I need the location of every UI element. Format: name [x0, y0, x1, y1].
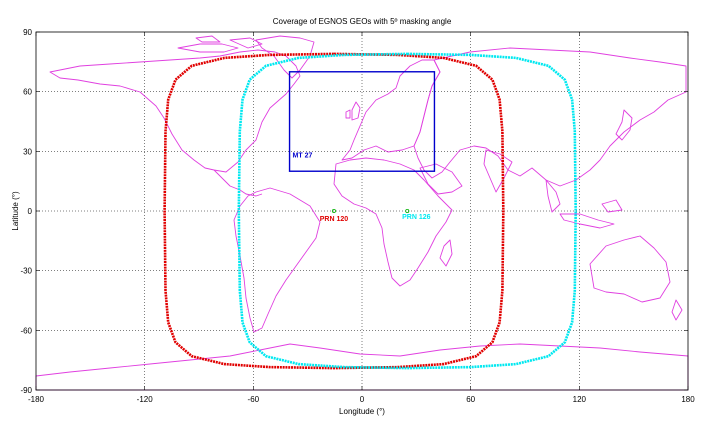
landmass-canadian-arctic	[177, 35, 263, 53]
landmass-antarctica	[35, 343, 689, 391]
mt27-region-layer: MT 27	[288, 71, 436, 172]
landmass-africa	[333, 157, 453, 287]
landmass-south-america	[233, 187, 321, 333]
mt27-region-box	[288, 71, 436, 172]
landmass-greenland	[255, 35, 315, 79]
satellite-marker-prn-126	[405, 208, 410, 213]
landmass-new-zealand	[671, 299, 683, 321]
coverage-line-prn-126	[237, 52, 578, 370]
x-tick-label: -60	[248, 395, 260, 404]
y-tick-label: 30	[23, 147, 32, 156]
y-tick-label: 90	[23, 28, 32, 37]
world-coastline-map	[35, 35, 689, 391]
satellite-marker-prn-120	[331, 208, 336, 213]
series-label-prn-120: PRN 120	[320, 216, 349, 223]
coverage-series-layer: PRN 120 PRN 126	[163, 52, 578, 370]
landmass-british-isles	[345, 101, 361, 121]
y-tick-label: -90	[20, 386, 32, 395]
landmass-japan	[615, 109, 633, 141]
y-tick-label: -30	[20, 267, 32, 276]
landmass-asia	[413, 47, 687, 187]
chart-title: Coverage of EGNOS GEOs with 5º masking a…	[273, 17, 452, 26]
x-tick-label: -180	[28, 395, 45, 404]
y-axis-label: Latitude (°)	[11, 191, 20, 231]
y-tick-label: 60	[23, 88, 32, 97]
x-tick-label: 180	[681, 395, 695, 404]
landmass-southeast-asia	[545, 179, 623, 229]
x-tick-label: 60	[466, 395, 475, 404]
x-tick-label: 0	[360, 395, 365, 404]
plot-frame	[35, 31, 689, 391]
landmass-australia	[589, 235, 671, 303]
grid-layer	[36, 32, 688, 390]
x-tick-label: 120	[573, 395, 587, 404]
x-axis-label: Longitude (°)	[339, 407, 385, 416]
y-tick-label: -60	[20, 326, 32, 335]
tick-label-layer: -180 -120 -60 0 60 120 180 -90 -60 -30 0 30 60 90	[20, 28, 695, 404]
landmass-madagascar	[439, 239, 453, 267]
landmass-arabia	[419, 163, 463, 195]
mt27-region-label: MT 27	[293, 152, 313, 159]
landmass-north-america	[49, 49, 301, 173]
coverage-line-prn-120	[163, 52, 505, 370]
y-tick-label: 0	[28, 207, 33, 216]
series-label-prn-126: PRN 126	[402, 214, 431, 221]
x-tick-label: -120	[137, 395, 154, 404]
plot-background	[36, 32, 688, 390]
